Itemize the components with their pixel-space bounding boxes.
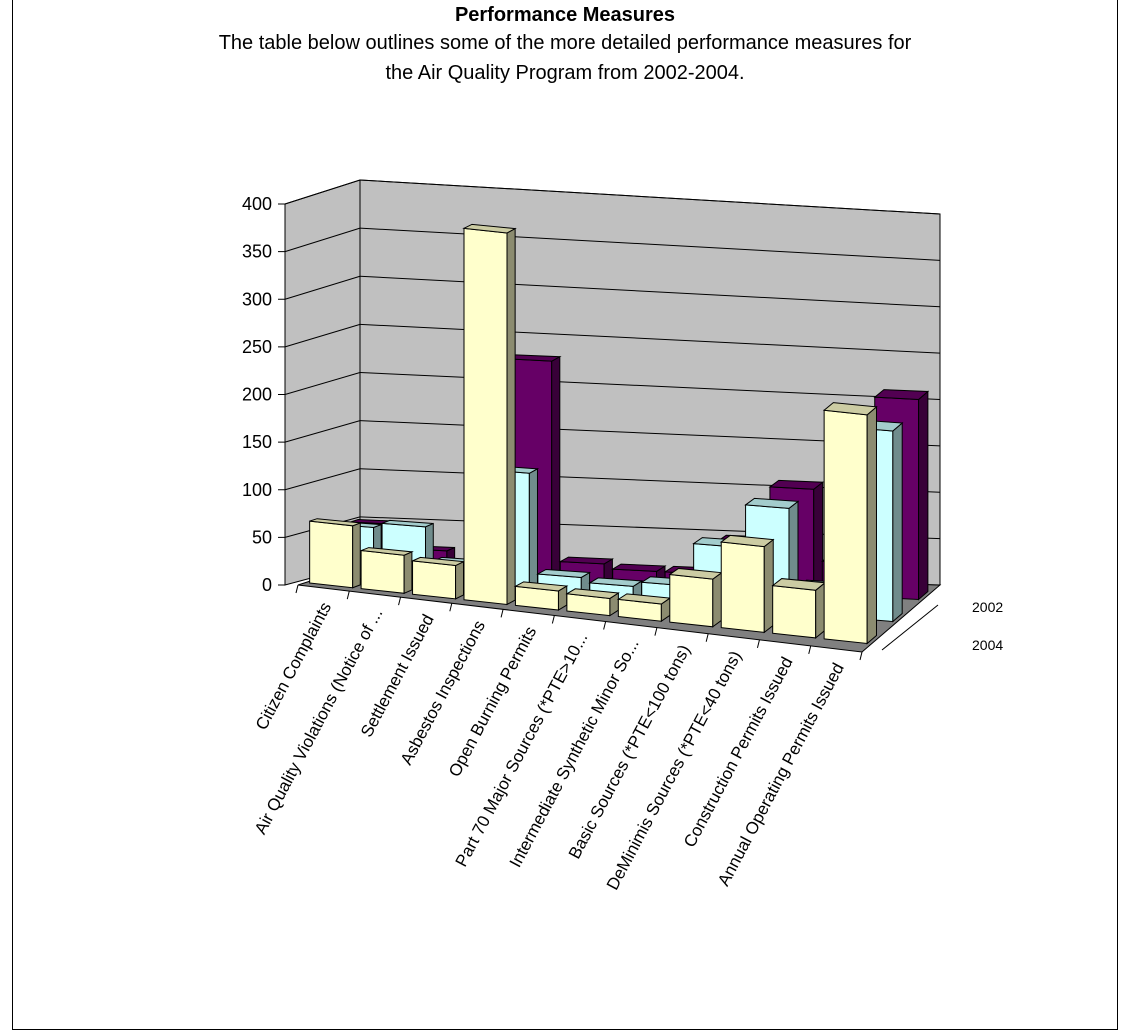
gridline-side [284,227,361,253]
bar-front-face [669,573,714,628]
y-tick-label: 100 [242,480,272,500]
bar-side-face [892,421,903,623]
depth-axis-label: 2002 [972,599,1003,615]
chart-subtitle-text: The table below outlines some of the mor… [218,32,912,84]
y-tick-label: 150 [242,432,272,452]
bar-front-face [360,549,405,594]
gridline-side [284,420,361,443]
bar-side-face [455,560,465,600]
bar-front-face [720,541,765,633]
y-tick-label: 350 [242,242,272,262]
bar-front-face [772,585,817,639]
bar-top-face [744,497,800,509]
bar-side-face [815,581,826,639]
y-tick-label: 250 [242,337,272,357]
y-tick-label: 300 [242,289,272,309]
bar-top-face [822,402,878,416]
x-tick-mark [756,639,760,648]
bar-side-face [712,571,723,628]
chart-title: Performance Measures [454,4,676,26]
bar-top-face [719,534,775,548]
bar-2004-0 [309,518,361,589]
bar-front-face [412,560,457,600]
y-tick-label: 400 [242,194,272,214]
gridline-side [284,372,361,395]
y-tick-label: 0 [262,575,272,595]
bar-top-face [309,518,361,527]
bar-side-face [506,227,516,606]
y-tick-label: 200 [242,385,272,405]
gridline-back [359,372,941,400]
bar-top-face [768,479,825,490]
bar-side-face [813,481,824,596]
bar-2004-1 [360,547,414,595]
x-tick-mark [603,621,607,630]
bar-top-face [565,588,620,599]
depth-axis-line [881,604,939,651]
bar-2004-9 [771,578,827,639]
x-tick-mark [859,651,863,661]
bar-top-face [360,547,414,556]
x-tick-mark [654,627,658,636]
x-tick-mark [551,615,555,624]
bar-2004-6 [616,593,672,623]
bar-front-face [463,227,508,606]
bar-side-face [403,551,413,595]
bar-top-face [873,389,930,400]
bar-side-face [352,522,361,589]
gridline-side [284,275,361,300]
y-tick-label: 50 [252,527,272,547]
bar-side-face [551,355,561,582]
x-tick-mark [500,609,504,618]
x-tick-mark [398,597,402,606]
bar-2004-3 [462,223,517,606]
bar-2004-2 [410,556,466,600]
bar-2004-10 [822,402,878,645]
bar-top-face [462,223,517,234]
x-tick-mark [705,633,709,642]
gridline-back [359,275,941,308]
bar-2004-8 [719,534,775,634]
bar-top-face [588,577,644,587]
x-tick-mark [346,590,350,600]
bar-side-face [918,390,929,601]
bar-top-face [611,563,667,572]
x-category-label: Construction Permits Issued [680,654,797,851]
gridline-back [359,179,941,215]
x-tick-mark [295,584,299,594]
bar-side-face [866,405,877,645]
gridline-back [359,323,941,354]
bar-front-face [823,409,868,645]
chart-subtitle: The table below outlines some of the mor… [0,28,1130,88]
bar-2004-5 [565,588,620,617]
bar-top-face [536,568,592,578]
bar-top-face [558,556,615,565]
gridline-side [284,323,361,348]
gridline-back [359,227,941,261]
gridline-side [284,179,361,205]
bar-front-face [309,520,354,589]
bar-top-face [513,581,569,592]
bar-top-face [381,519,434,528]
gridline-side [284,468,361,491]
bar-2004-7 [668,567,723,628]
depth-axis-label: 2004 [972,637,1003,653]
x-tick-mark [808,645,812,655]
x-tick-mark [449,603,453,612]
bar-side-face [528,468,538,594]
bar-2004-4 [513,581,569,611]
